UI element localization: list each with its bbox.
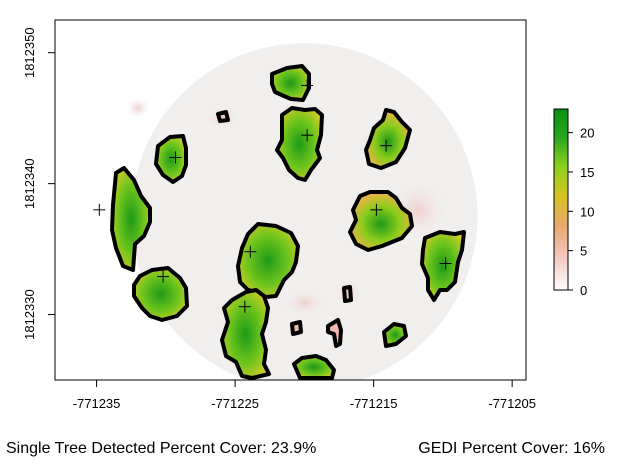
gedi-cover-label: GEDI Percent Cover: 16% [418, 440, 605, 457]
tree-top-marker [301, 129, 314, 142]
colorbar-tick-label: 10 [580, 204, 594, 219]
tree-crown [342, 285, 353, 303]
tree-top-marker [370, 203, 383, 216]
tree-top-marker [93, 203, 106, 216]
tree-crown [275, 106, 324, 182]
single-tree-cover-label: Single Tree Detected Percent Cover: 23.9… [6, 440, 317, 457]
tree-top-marker [157, 270, 170, 283]
y-tick-label: 1812350 [22, 27, 37, 78]
colorbar-tick-label: 15 [580, 165, 594, 180]
tree-crown [420, 230, 466, 302]
tree-top-markers [93, 79, 452, 313]
tree-top-marker [244, 245, 257, 258]
tree-crown [110, 166, 152, 272]
tree-crown [292, 354, 336, 380]
tree-top-marker [301, 79, 314, 92]
y-axis: 1812330 1812340 1812350 [22, 27, 56, 340]
tree-top-marker [169, 151, 182, 164]
halo [126, 98, 150, 118]
tree-top-marker [380, 139, 393, 152]
x-tick-label: -771225 [211, 396, 259, 411]
x-tick-label: -771205 [488, 396, 536, 411]
tree-crown [220, 288, 271, 380]
tree-crown [290, 320, 303, 336]
x-tick-label: -771235 [73, 396, 121, 411]
tree-top-marker [238, 300, 251, 313]
tree-crown [348, 190, 414, 252]
tree-crown [236, 222, 300, 299]
tree-crown [216, 110, 230, 123]
halo [283, 289, 327, 317]
tree-top-marker [439, 257, 452, 270]
x-tick-label: -771215 [350, 396, 398, 411]
tree-crown [382, 322, 408, 348]
tree-crown [154, 134, 188, 184]
y-tick-label: 1812330 [22, 289, 37, 340]
colorbar-ticks: 0 5 10 15 20 [568, 126, 594, 298]
tree-crown [270, 64, 311, 102]
plot-area [93, 43, 478, 380]
colorbar-ramp [553, 108, 569, 291]
colorbar-tick-label: 0 [580, 283, 587, 298]
tree-crown [326, 318, 343, 348]
tree-crown [132, 266, 189, 322]
tree-crown [364, 108, 412, 170]
colorbar-tick-label: 20 [580, 126, 594, 141]
y-tick-label: 1812340 [22, 158, 37, 209]
tree-crowns [110, 64, 466, 380]
colorbar: 0 5 10 15 20 [553, 108, 594, 298]
colorbar-tick-label: 5 [580, 244, 587, 259]
x-axis: -771235 -771225 -771215 -771205 [73, 379, 536, 411]
